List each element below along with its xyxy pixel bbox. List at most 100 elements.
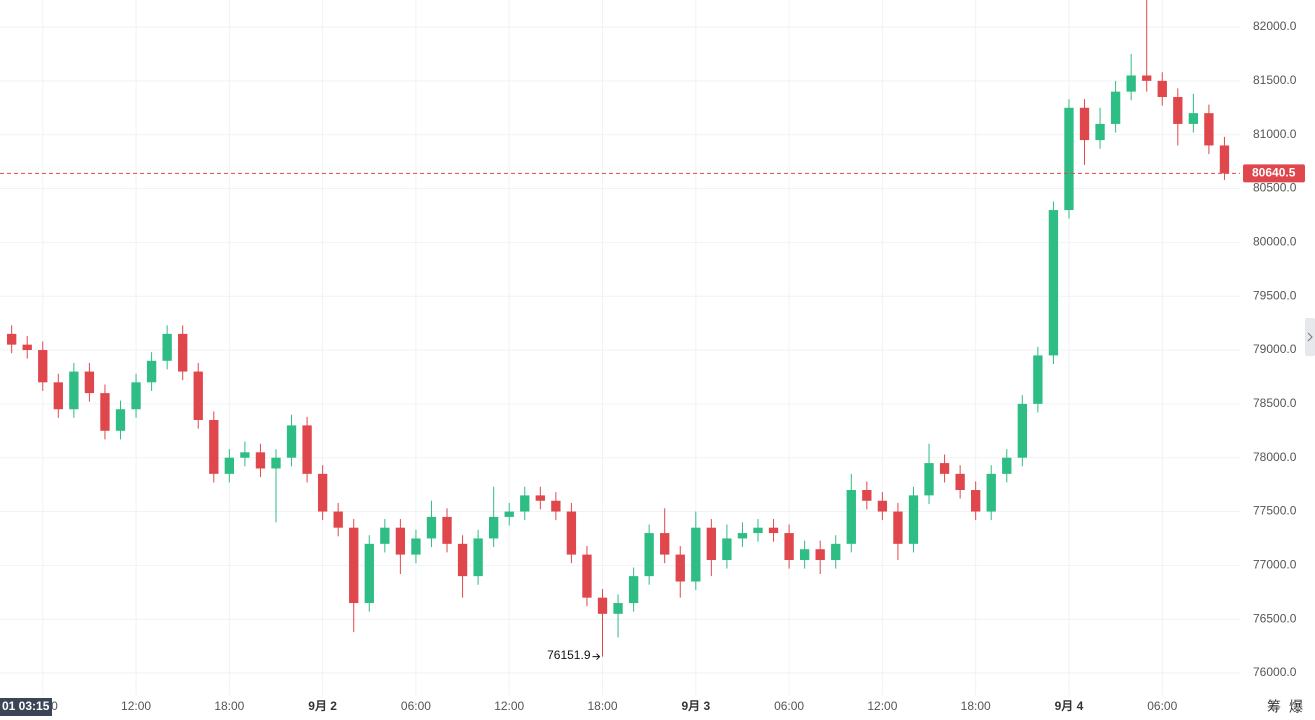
- candle-body: [1033, 355, 1043, 404]
- side-tab[interactable]: [1305, 318, 1315, 356]
- low-arrow: [592, 653, 601, 661]
- x-tick-label: 18:00: [961, 699, 991, 713]
- y-tick-label: 80000.0: [1253, 235, 1297, 249]
- candle-body: [131, 382, 141, 410]
- candle-body: [1188, 113, 1199, 124]
- y-tick-label: 79000.0: [1253, 342, 1297, 356]
- candle-body: [504, 511, 514, 517]
- candle-body: [333, 511, 343, 528]
- candle-body: [193, 371, 203, 421]
- candle-body: [955, 473, 965, 490]
- candle-body: [520, 495, 530, 512]
- candle-body: [1157, 80, 1167, 98]
- candle-body: [924, 463, 934, 496]
- y-tick-label: 77500.0: [1253, 504, 1297, 518]
- last-price-label: 80640.5: [1252, 166, 1296, 180]
- candle-body: [349, 527, 359, 604]
- candle-body: [815, 549, 825, 560]
- candle-body: [675, 554, 685, 582]
- candle-body: [737, 533, 748, 539]
- candle-body: [209, 420, 219, 474]
- candle-body: [317, 473, 328, 512]
- candle-body: [597, 597, 608, 614]
- candle-body: [551, 500, 561, 512]
- candle-body: [1173, 97, 1183, 124]
- candle-body: [613, 603, 623, 614]
- x-tick-label: 12:00: [494, 699, 524, 713]
- candle-body: [1002, 457, 1012, 474]
- candle-body: [426, 516, 437, 539]
- x-tick-label: 12:00: [867, 699, 897, 713]
- candle-body: [38, 350, 48, 383]
- candle-body: [566, 511, 577, 555]
- candle-body: [582, 554, 592, 598]
- candle-body: [240, 452, 250, 458]
- crosshair-label: 01 03:15: [2, 699, 50, 713]
- x-tick-label: 9月 3: [681, 699, 710, 713]
- candle-body: [22, 344, 32, 351]
- candle-body: [1219, 145, 1230, 174]
- candle-body: [84, 371, 95, 394]
- candle-body: [6, 333, 17, 345]
- candle-body: [768, 527, 779, 534]
- candle-body: [1064, 107, 1074, 211]
- candle-body: [100, 393, 110, 431]
- candle-body: [862, 489, 872, 501]
- candle-body: [831, 543, 841, 560]
- candle-body: [846, 489, 856, 544]
- candle-body: [146, 360, 157, 383]
- x-tick-label: 9月 2: [308, 699, 337, 713]
- candle-body: [753, 527, 763, 534]
- x-tick-label: 9月 4: [1055, 699, 1084, 713]
- candle-body: [908, 495, 919, 544]
- candles: [6, 0, 1230, 657]
- toolbar-item[interactable]: 爆: [1289, 699, 1303, 715]
- candle-body: [1126, 75, 1136, 92]
- y-tick-label: 81500.0: [1253, 73, 1297, 87]
- candle-body: [411, 538, 421, 555]
- y-tick-label: 79500.0: [1253, 288, 1297, 302]
- candle-body: [364, 543, 374, 604]
- candle-body: [489, 516, 499, 539]
- x-tick-label: 18:00: [214, 699, 244, 713]
- y-tick-label: 77000.0: [1253, 558, 1297, 572]
- candle-body: [457, 543, 468, 577]
- candle-body: [986, 473, 996, 512]
- candle-body: [69, 371, 79, 410]
- side-tab-arrow: [1307, 332, 1313, 342]
- candle-body: [939, 463, 950, 474]
- candle-body: [162, 333, 172, 361]
- candle-body: [1048, 210, 1059, 356]
- x-tick-label: 18:00: [587, 699, 617, 713]
- candle-body: [660, 533, 670, 555]
- candle-body: [706, 527, 717, 560]
- candle-body: [53, 382, 63, 410]
- x-tick-label: 06:00: [401, 699, 431, 713]
- crosshair-box: [0, 698, 52, 716]
- candle-body: [473, 538, 483, 577]
- last-price-box: [1243, 164, 1305, 183]
- y-tick-label: 78000.0: [1253, 450, 1297, 464]
- candle-body: [893, 511, 903, 544]
- candle-body: [722, 538, 732, 560]
- candle-body: [442, 516, 452, 544]
- candle-body: [302, 425, 312, 474]
- x-tick-label: 06:00: [1147, 699, 1177, 713]
- toolbar-item[interactable]: 筹: [1267, 699, 1281, 715]
- y-tick-label: 82000.0: [1253, 19, 1297, 33]
- candle-body: [971, 489, 981, 512]
- candle-body: [380, 527, 390, 544]
- low-label: 76151.9: [547, 648, 591, 662]
- candle-body: [1110, 91, 1121, 124]
- y-tick-label: 78500.0: [1253, 396, 1297, 410]
- candle-body: [395, 527, 406, 555]
- candle-body: [691, 527, 701, 582]
- candle-body: [1204, 113, 1214, 146]
- y-tick-label: 81000.0: [1253, 127, 1297, 141]
- candle-body: [1142, 75, 1152, 81]
- candle-body: [535, 495, 545, 501]
- candle-body: [877, 500, 888, 512]
- candle-body: [1079, 107, 1090, 141]
- y-tick-label: 76500.0: [1253, 611, 1297, 625]
- y-tick-label: 76000.0: [1253, 665, 1297, 679]
